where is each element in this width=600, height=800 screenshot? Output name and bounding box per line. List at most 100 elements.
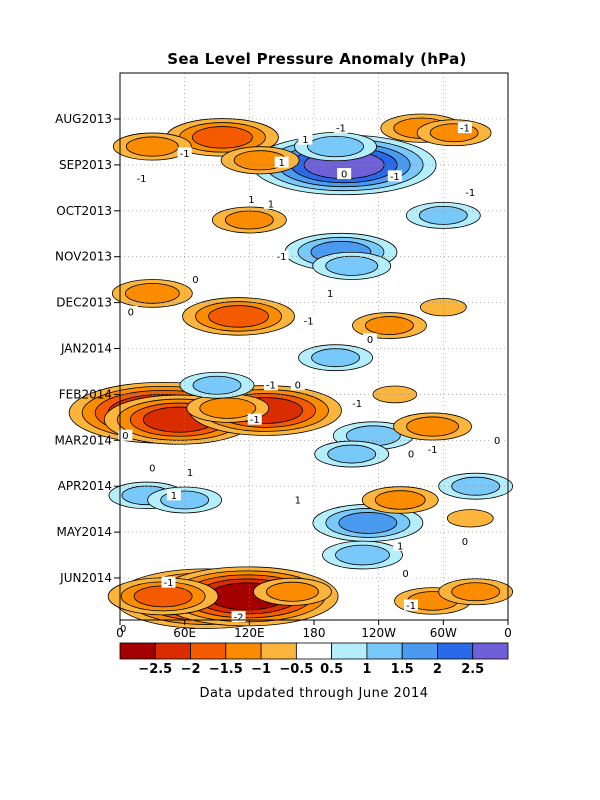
y-tick-label: DEC2013: [56, 296, 112, 310]
y-tick-label: JUN2014: [59, 571, 112, 585]
contour-label: 0: [120, 624, 126, 635]
grid-lines: [120, 73, 508, 620]
anomaly-cell: [327, 444, 377, 464]
footnote: Data updated through June 2014: [199, 686, 428, 701]
x-tick-label: 0: [116, 626, 124, 640]
contour-label: 0: [462, 537, 468, 548]
contour-label-bg: [457, 535, 472, 547]
colorbar-swatch: [366, 642, 403, 660]
contour-label-bg: [134, 172, 149, 184]
colorbar-label: 2: [433, 662, 442, 677]
contour-label: -1: [465, 188, 475, 199]
y-tick-label: NOV2013: [55, 250, 112, 264]
contour-label: 1: [248, 195, 254, 206]
contour-label: 0: [295, 381, 301, 392]
colorbar-swatch: [295, 642, 333, 660]
colorbar-label: 1.5: [391, 662, 414, 677]
contour-label: 1: [187, 468, 193, 479]
contour-label-bg: [290, 493, 305, 505]
anomaly-cell: [224, 210, 274, 230]
contour-label-bg: [463, 186, 478, 198]
anomaly-cell: [208, 305, 269, 328]
y-axis: AUG2013 SEP2013 OCT2013 NOV2013 DEC2013 JAN20…: [55, 112, 120, 585]
anomaly-cell: [419, 298, 467, 317]
contour-label: 1: [327, 289, 333, 300]
colorbar-label: −1: [251, 662, 271, 677]
contour-label-bg: [118, 429, 133, 441]
contour-label-bg: [490, 434, 505, 446]
x-tick-label: 120E: [234, 626, 265, 640]
contour-labels: -1 -1 -1 -1 -1 -1 -1 -1 -1 -1 -1 -1 -2 -1 -1 1 1 1 1 1 1 1 1 1 0…: [116, 122, 505, 635]
contour-label-bg: [166, 489, 181, 501]
anomaly-cell: [199, 397, 257, 419]
contour-label: -1: [352, 399, 362, 410]
contour-label: -1: [266, 381, 276, 392]
colorbar-label: −2: [181, 662, 201, 677]
contour-label: 0: [149, 463, 155, 474]
contour-label-bg: [404, 599, 418, 611]
anomaly-cell: [125, 136, 179, 157]
x-tick-label: 0: [504, 626, 512, 640]
contour-label: 0: [402, 569, 408, 580]
x-tick-label: 60W: [430, 626, 457, 640]
contour-label: -1: [304, 316, 314, 327]
y-tick-label: MAR2014: [55, 433, 112, 447]
y-tick-label: FEB2014: [59, 387, 112, 401]
anomaly-cell: [446, 509, 494, 528]
contour-label: -1: [250, 415, 260, 426]
anomaly-cell: [335, 544, 390, 566]
y-tick-label: AUG2013: [55, 112, 112, 126]
contour-label-bg: [263, 197, 278, 209]
chart-title: Sea Level Pressure Anomaly (hPa): [167, 50, 466, 68]
contour-label-bg: [116, 622, 131, 634]
x-tick-label: 120W: [361, 626, 396, 640]
colorbar-swatch: [154, 642, 191, 660]
colorbar-swatch: [225, 642, 262, 660]
contour-label: 0: [367, 335, 373, 346]
contour-label-bg: [350, 397, 365, 409]
contour-label-bg: [398, 567, 413, 579]
x-tick-label: 60E: [173, 626, 196, 640]
contour-label: -1: [164, 578, 174, 589]
contour-label-bg: [244, 193, 259, 205]
contour-label-bg: [145, 461, 160, 473]
colorbar-swatch: [119, 642, 156, 660]
contour-label: -1: [460, 124, 470, 135]
anomaly-cell: [191, 126, 253, 149]
anomaly-cell: [451, 582, 501, 602]
contour-label: 1: [302, 135, 308, 146]
contour-label: -1: [336, 124, 346, 135]
anomaly-cell: [325, 255, 379, 276]
contour-label-bg: [337, 168, 352, 180]
anomaly-cell: [374, 490, 426, 510]
contour-label: 0: [122, 431, 128, 442]
contour-label-bg: [298, 133, 313, 145]
colorbar-swatch: [190, 642, 227, 660]
contour-label-bg: [274, 250, 289, 262]
colorbar-label: 0.5: [320, 662, 343, 677]
contour-label-bg: [387, 170, 402, 182]
contour-label-bg: [425, 443, 440, 455]
colorbar-swatch: [437, 642, 474, 660]
contour-label-bg: [123, 305, 138, 317]
contour-label-bg: [404, 448, 418, 460]
contour-label-bg: [188, 273, 203, 285]
contour-label-bg: [323, 287, 338, 299]
anomaly-cell: [406, 416, 459, 437]
contour-label: 0: [408, 450, 414, 461]
anomaly-cell: [372, 385, 418, 404]
anomaly-cell: [418, 205, 468, 225]
anomaly-cell: [266, 581, 319, 602]
contour-label: 1: [397, 541, 403, 552]
anomaly-cell: [307, 135, 364, 158]
anomaly-cell: [451, 476, 501, 496]
contour-label: 0: [494, 436, 500, 447]
anomaly-cell: [192, 375, 242, 395]
x-axis: 0 60E 120E 180 120W 60W 0: [116, 620, 512, 640]
contour-label-bg: [177, 147, 192, 159]
contour-label: 1: [171, 491, 177, 502]
contour-label: 1: [268, 199, 274, 210]
y-tick-label: SEP2013: [59, 158, 112, 172]
contour-label-bg: [333, 122, 348, 134]
